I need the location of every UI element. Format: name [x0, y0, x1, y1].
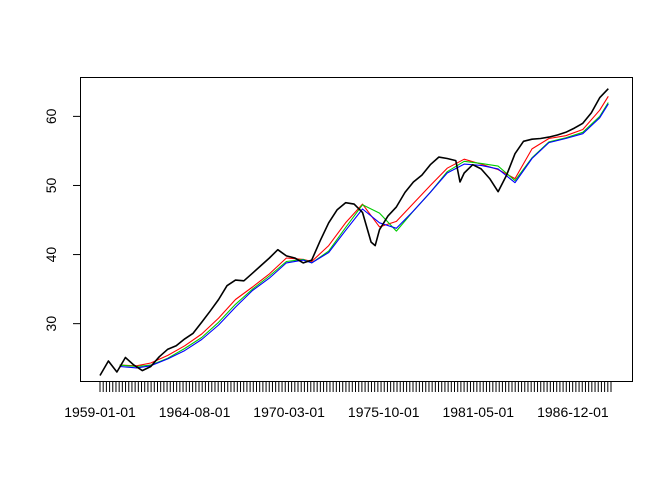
x-tick-label: 1981-05-01 — [442, 404, 514, 420]
series-line — [119, 103, 609, 369]
series-line — [119, 96, 609, 367]
plot-frame — [80, 77, 633, 382]
series-layer — [99, 88, 609, 376]
y-tick-label: 60 — [43, 108, 59, 124]
x-tick-label: 1964-08-01 — [159, 404, 231, 420]
series-line — [119, 102, 609, 368]
y-tick-label: 40 — [43, 247, 59, 263]
x-tick-label: 1975-10-01 — [348, 404, 420, 420]
x-tick-label: 1986-12-01 — [537, 404, 609, 420]
series-line — [99, 88, 609, 376]
y-tick-label: 50 — [43, 177, 59, 193]
y-tick-label: 30 — [43, 316, 59, 332]
x-axis: 1959-01-01 1964-08-01 1970-03-01 1975-10-01… — [64, 381, 612, 420]
x-tick-label: 1959-01-01 — [64, 404, 136, 420]
x-tick-label: 1970-03-01 — [253, 404, 325, 420]
y-axis: 30 40 50 60 — [43, 108, 80, 331]
